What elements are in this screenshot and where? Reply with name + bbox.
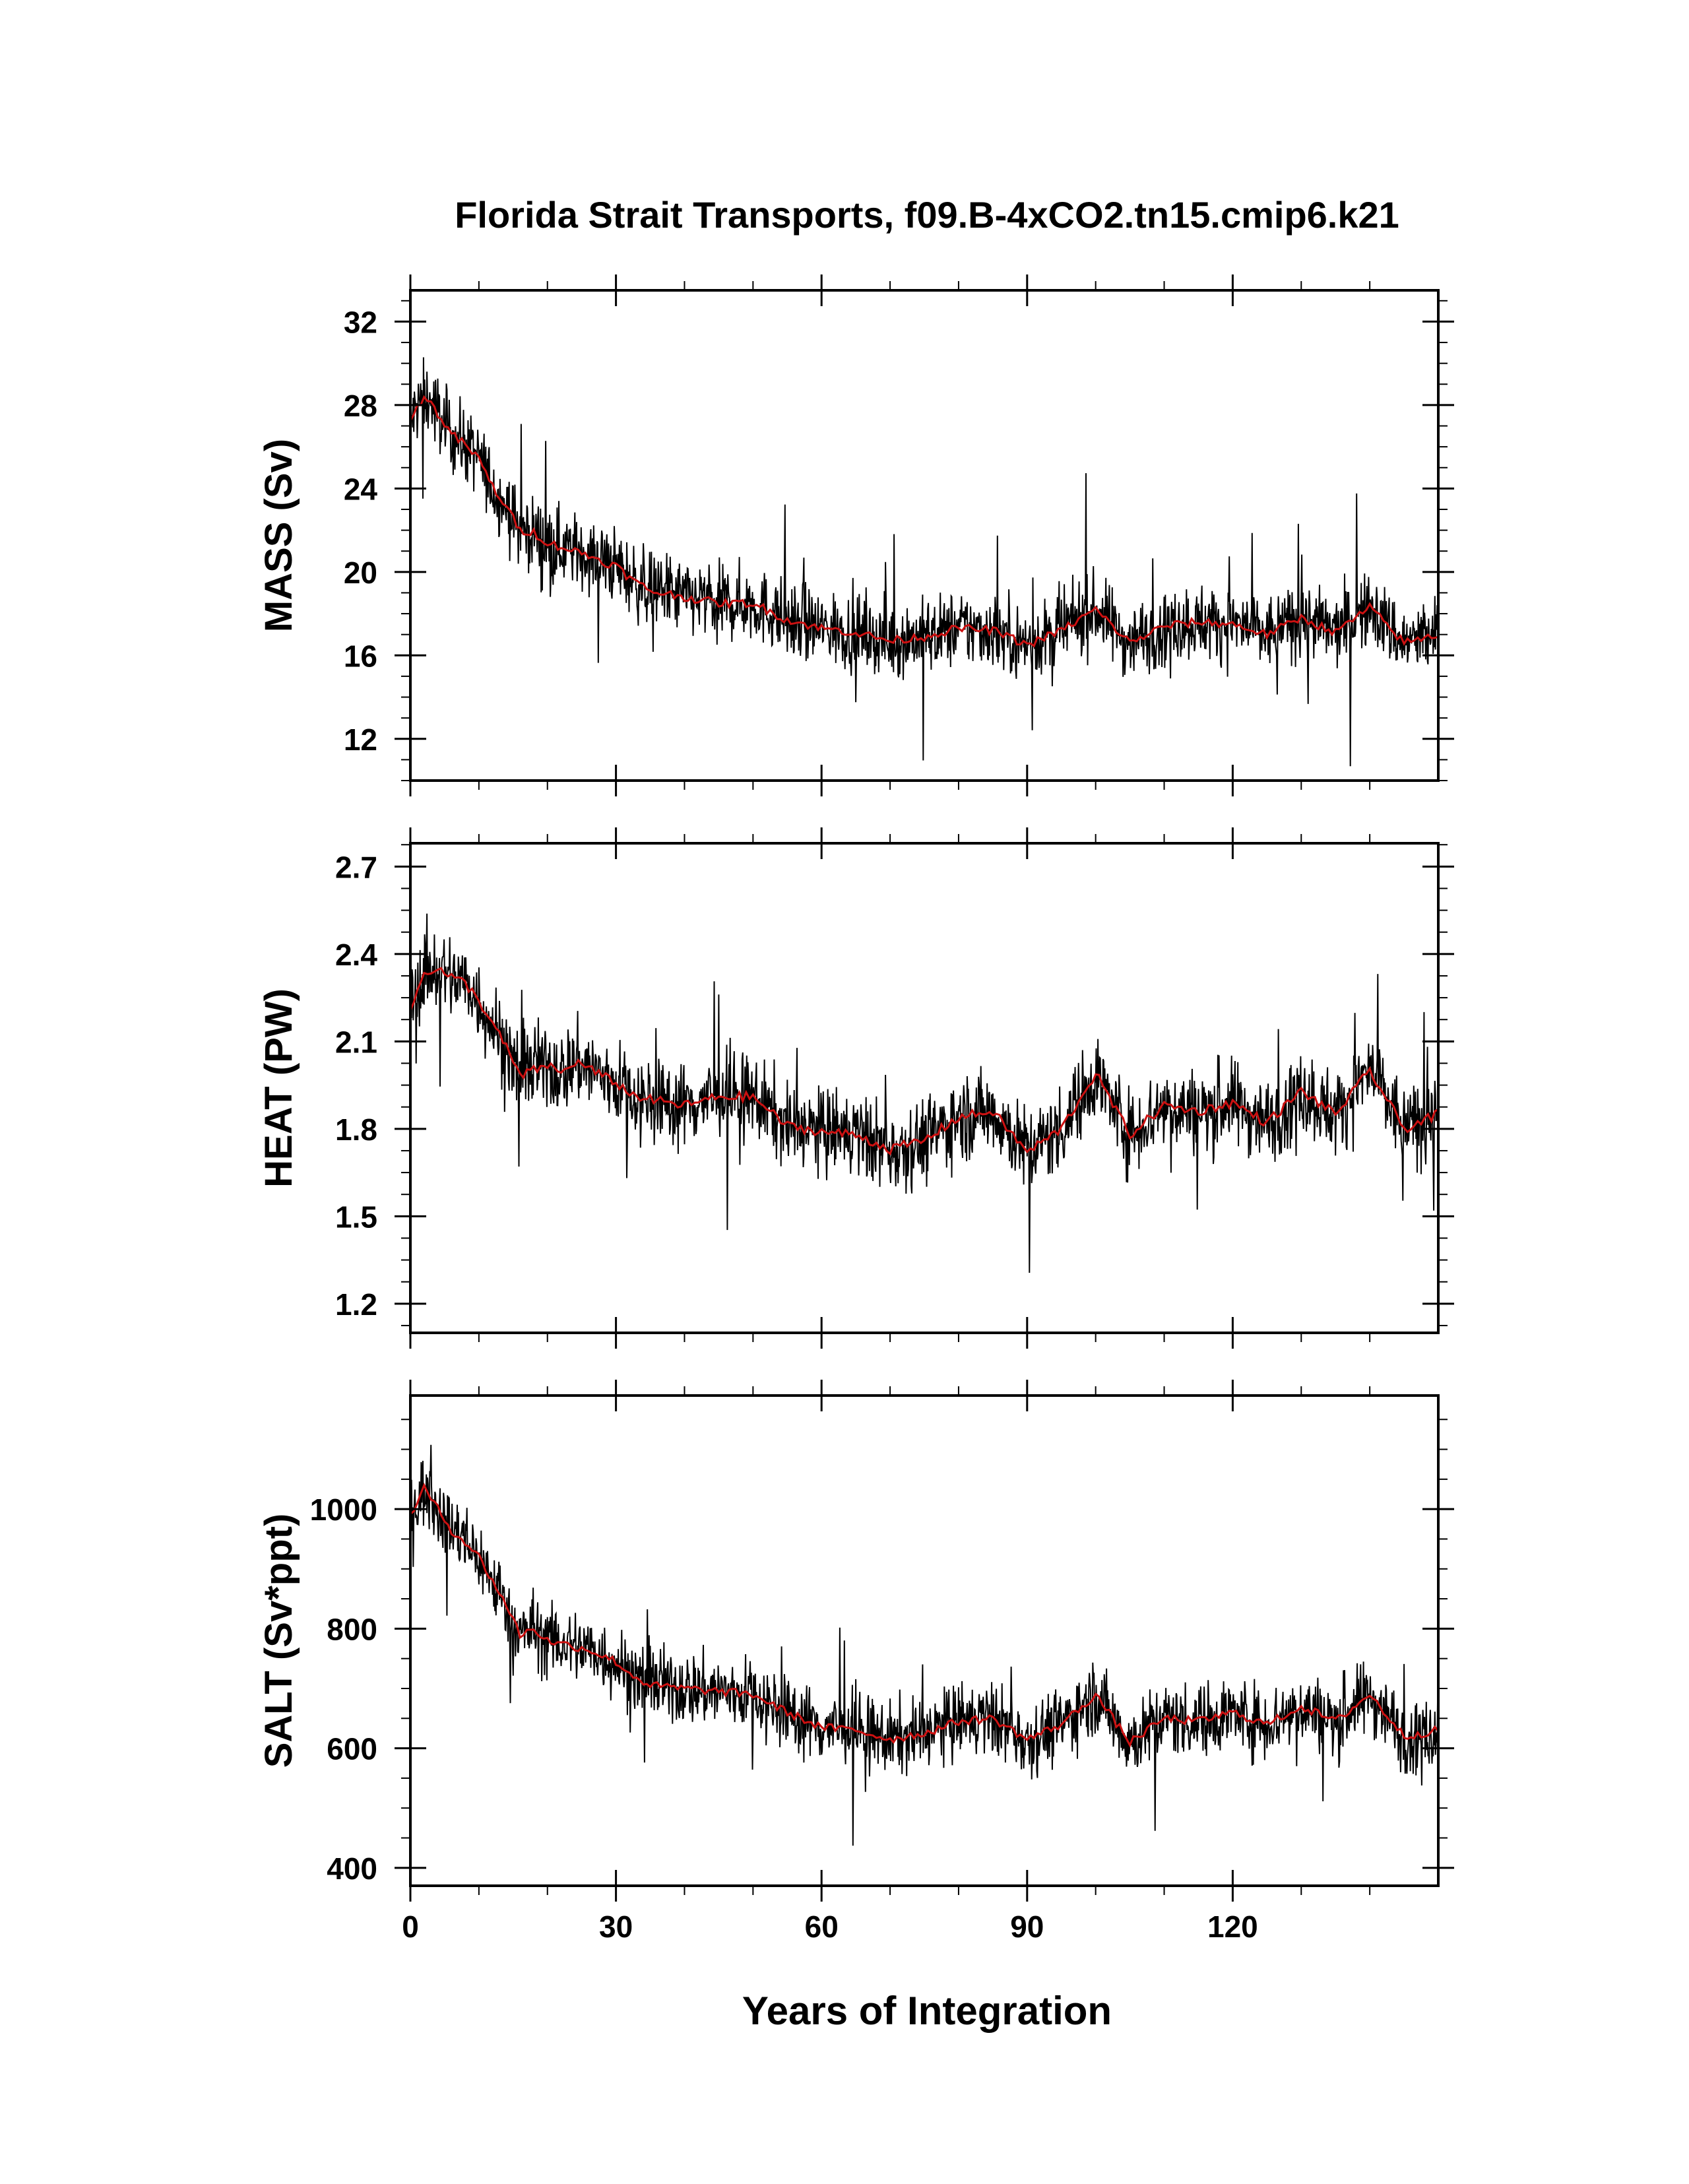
heat-panel: 1.2 1.5 1.8 2.1 2.4 2.7 HEAT (PW) bbox=[257, 827, 1454, 1349]
x-axis-label: Years of Integration bbox=[742, 1989, 1112, 2033]
mass-frame bbox=[409, 289, 1440, 782]
salt-monthly-series bbox=[410, 1444, 1438, 1846]
x-tick-label: 30 bbox=[599, 1910, 633, 1944]
y-tick-label: 2.1 bbox=[335, 1025, 377, 1059]
x-tick-label: 90 bbox=[1010, 1910, 1044, 1944]
heat-frame bbox=[409, 842, 1440, 1334]
y-tick-label: 20 bbox=[344, 556, 377, 590]
salt-smoothed-series bbox=[410, 1483, 1438, 1748]
x-tick-label: 0 bbox=[402, 1910, 419, 1944]
y-tick-label: 28 bbox=[344, 389, 377, 423]
y-tick-label: 600 bbox=[327, 1732, 377, 1766]
y-tick-label: 800 bbox=[327, 1612, 377, 1646]
chart-title: Florida Strait Transports, f09.B-4xCO2.t… bbox=[455, 194, 1399, 236]
heat-smoothed-series bbox=[410, 967, 1438, 1156]
y-tick-label: 16 bbox=[344, 639, 377, 673]
heat-y-axis-label: HEAT (PW) bbox=[257, 988, 300, 1188]
y-tick-label: 32 bbox=[344, 305, 377, 339]
y-tick-label: 24 bbox=[344, 472, 378, 506]
x-tick-label: 60 bbox=[805, 1910, 839, 1944]
y-tick-label: 12 bbox=[344, 723, 377, 757]
y-tick-label: 1.8 bbox=[335, 1112, 377, 1147]
y-tick-label: 2.4 bbox=[335, 938, 377, 972]
y-tick-label: 2.7 bbox=[335, 850, 377, 884]
salt-frame bbox=[409, 1394, 1440, 1887]
heat-monthly-series bbox=[410, 913, 1438, 1273]
salt-panel: 400 600 800 1000 0 30 60 90 120 SALT (Sv*ppt) bbox=[257, 1380, 1454, 1944]
x-tick-label: 120 bbox=[1207, 1910, 1258, 1944]
mass-y-axis-label: MASS (Sv) bbox=[257, 439, 300, 632]
mass-smoothed-series bbox=[410, 395, 1438, 648]
salt-y-axis-label: SALT (Sv*ppt) bbox=[257, 1514, 300, 1768]
mass-monthly-series bbox=[410, 357, 1438, 767]
y-tick-label: 400 bbox=[327, 1851, 377, 1886]
y-tick-label: 1.5 bbox=[335, 1200, 377, 1234]
y-tick-label: 1.2 bbox=[335, 1287, 377, 1322]
y-tick-label: 1000 bbox=[310, 1493, 377, 1527]
mass-panel: 12 16 20 24 28 32 MASS (Sv) bbox=[257, 274, 1454, 796]
